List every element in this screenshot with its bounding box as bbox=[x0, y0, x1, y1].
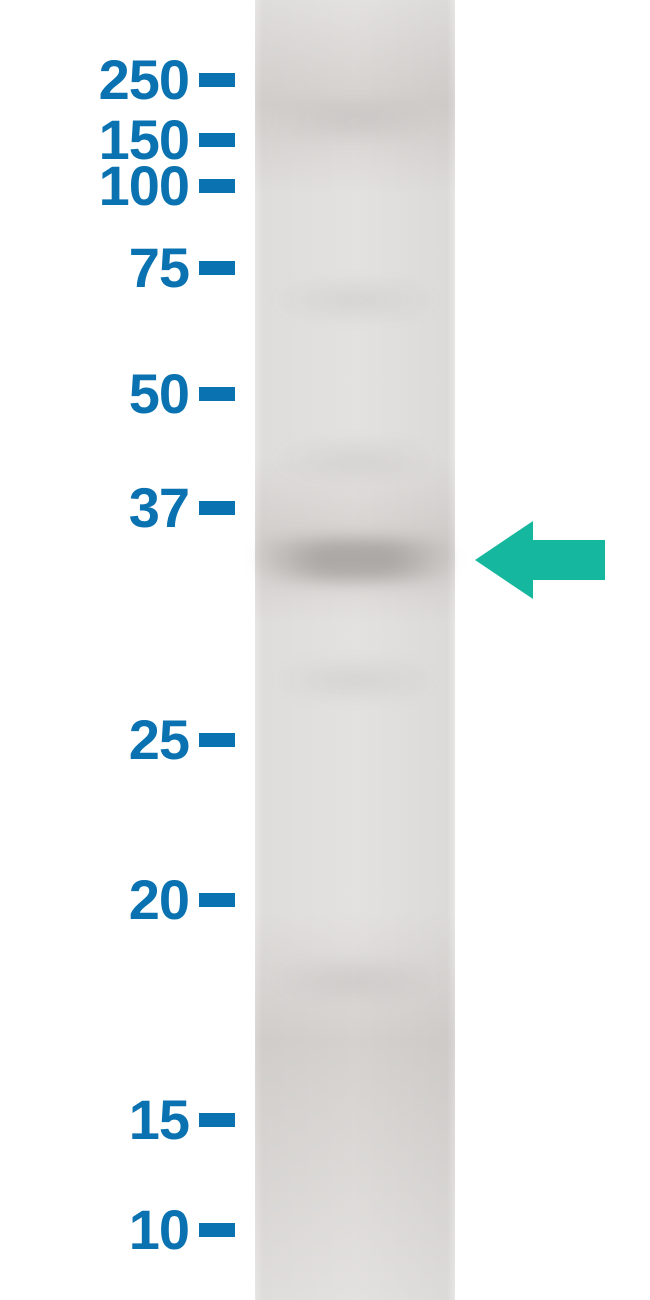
band-arrow-icon bbox=[475, 521, 605, 599]
ladder-label: 100 bbox=[99, 158, 189, 214]
ladder-tick bbox=[199, 733, 235, 747]
ladder-label: 250 bbox=[99, 52, 189, 108]
ladder-mark: 15 bbox=[0, 1092, 235, 1148]
ladder-label: 15 bbox=[129, 1092, 189, 1148]
lane-smudge bbox=[255, 960, 455, 1000]
ladder-tick bbox=[199, 261, 235, 275]
ladder-mark: 20 bbox=[0, 872, 235, 928]
ladder-tick bbox=[199, 387, 235, 401]
gel-lane bbox=[255, 0, 455, 1300]
ladder-mark: 37 bbox=[0, 480, 235, 536]
ladder-mark: 75 bbox=[0, 240, 235, 296]
ladder-label: 37 bbox=[129, 480, 189, 536]
ladder-label: 10 bbox=[129, 1202, 189, 1258]
ladder-tick bbox=[199, 1113, 235, 1127]
ladder-label: 20 bbox=[129, 872, 189, 928]
ladder-label: 25 bbox=[129, 712, 189, 768]
ladder-tick bbox=[199, 893, 235, 907]
ladder-tick bbox=[199, 501, 235, 515]
lane-smudge bbox=[255, 100, 455, 140]
ladder-mark: 250 bbox=[0, 52, 235, 108]
ladder-tick bbox=[199, 133, 235, 147]
protein-band bbox=[255, 538, 455, 582]
ladder-mark: 10 bbox=[0, 1202, 235, 1258]
ladder-mark: 100 bbox=[0, 158, 235, 214]
ladder-mark: 50 bbox=[0, 366, 235, 422]
ladder-mark: 25 bbox=[0, 712, 235, 768]
ladder-tick bbox=[199, 1223, 235, 1237]
ladder-label: 50 bbox=[129, 366, 189, 422]
ladder-label: 75 bbox=[129, 240, 189, 296]
lane-smudge bbox=[255, 660, 455, 700]
lane-smudge bbox=[255, 280, 455, 320]
ladder-tick bbox=[199, 73, 235, 87]
ladder-tick bbox=[199, 179, 235, 193]
lane-smudge bbox=[255, 440, 455, 480]
